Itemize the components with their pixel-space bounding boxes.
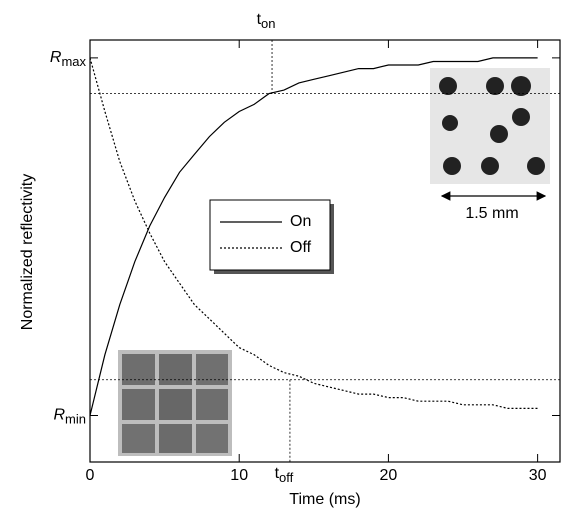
legend: On Off	[209, 199, 334, 274]
plot-frame	[89, 39, 561, 463]
annotation-label: ton	[257, 11, 276, 31]
series-line	[89, 57, 538, 416]
inset-array	[118, 350, 232, 456]
series-line	[89, 57, 538, 409]
annotation-label: toff	[275, 465, 294, 485]
legend-label: On	[290, 213, 311, 230]
x-axis-label: Time (ms)	[289, 491, 360, 508]
y-tick-label: Rmin	[53, 407, 86, 427]
legend-label: Off	[290, 239, 312, 256]
x-tick-label: 20	[380, 467, 398, 484]
y-axis-label: Normalized reflectivity	[19, 174, 36, 330]
y-tick-label: Rmax	[50, 49, 87, 69]
x-tick-label: 10	[230, 467, 248, 484]
scale-label: 1.5 mm	[465, 205, 518, 222]
x-tick-label: 0	[86, 467, 95, 484]
inset-dots	[430, 68, 550, 184]
x-tick-label: 30	[529, 467, 547, 484]
